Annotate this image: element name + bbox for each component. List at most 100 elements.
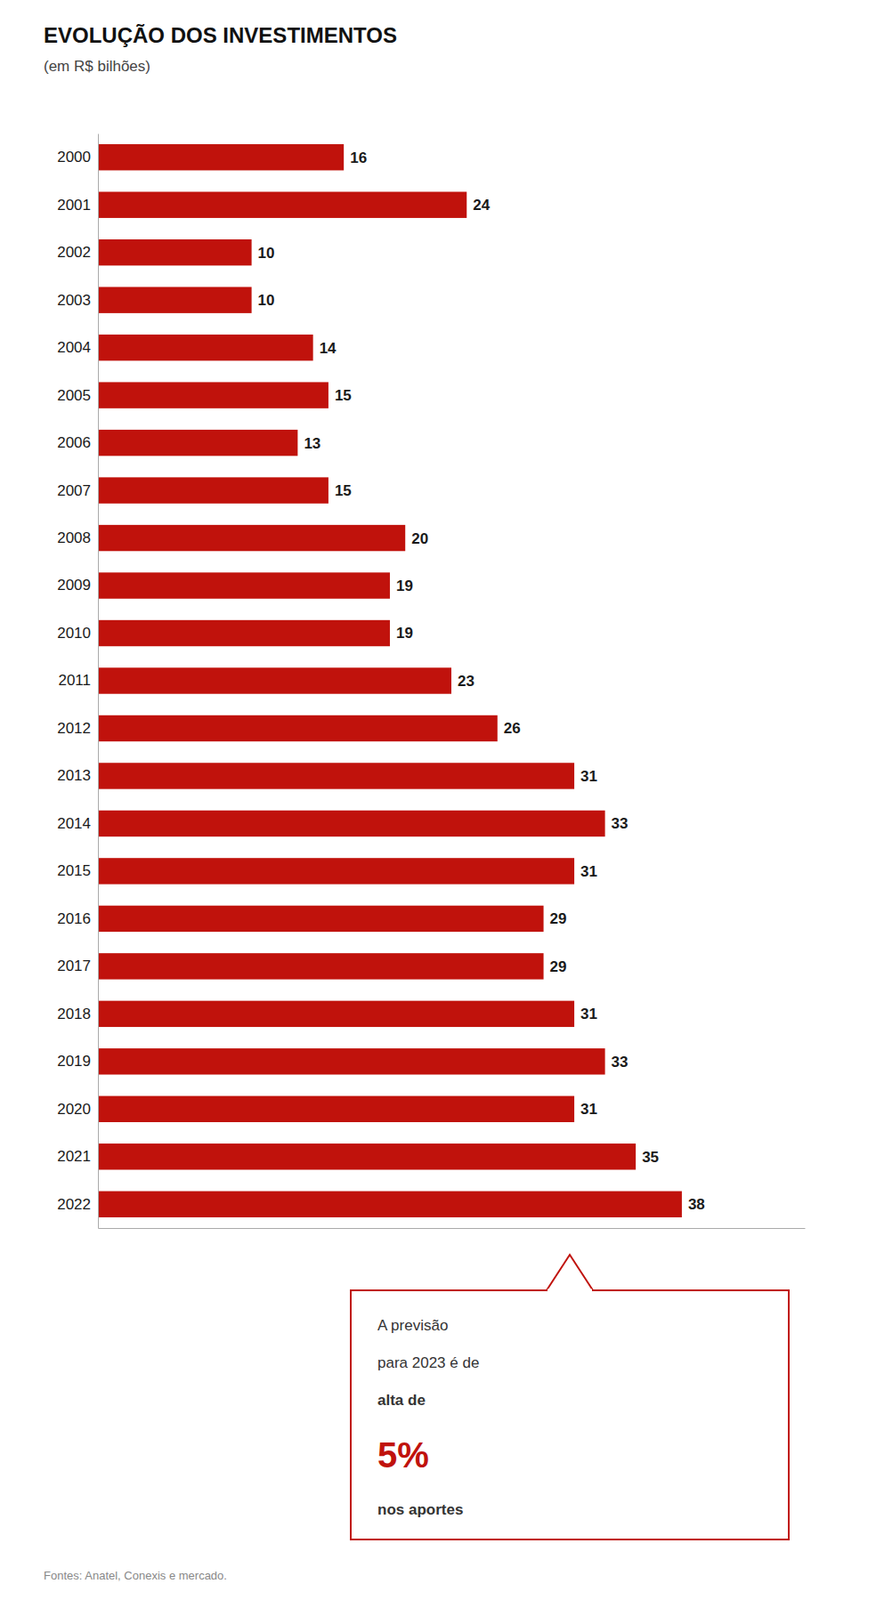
bar — [97, 667, 452, 694]
bar — [97, 811, 606, 837]
y-tick: 2003 — [56, 292, 98, 309]
y-tick-label: 2006 — [56, 434, 91, 452]
data-label: 33 — [611, 815, 629, 833]
data-label: 10 — [258, 292, 276, 309]
y-tick: 2021 — [56, 1148, 98, 1166]
y-tick: 2019 — [56, 1053, 98, 1071]
y-tick: 2022 — [56, 1196, 98, 1214]
y-tick-label: 2009 — [56, 576, 91, 594]
bar — [97, 477, 329, 503]
y-tick: 2015 — [56, 862, 98, 880]
y-tick-label: 2007 — [56, 482, 91, 500]
data-label: 31 — [580, 1101, 598, 1119]
y-tick-label: 2019 — [56, 1053, 91, 1071]
y-tick: 2000 — [56, 148, 98, 166]
y-tick: 2006 — [56, 434, 98, 452]
data-label: 29 — [550, 958, 568, 976]
data-label: 31 — [580, 1005, 598, 1023]
y-tick-label: 2012 — [56, 720, 91, 738]
data-labels: 16 24 10 10 14 15 13 15 20 19 19 23 26 31 33 31 29 29 31 33… — [258, 149, 706, 1215]
bar — [97, 572, 390, 599]
y-tick-label: 2003 — [56, 292, 91, 309]
bar — [97, 906, 544, 933]
y-tick-label: 2002 — [56, 243, 91, 261]
bar — [97, 1192, 682, 1218]
bar — [97, 858, 575, 885]
data-label: 15 — [334, 482, 352, 500]
bar — [97, 1048, 606, 1075]
y-tick-label: 2016 — [56, 910, 91, 928]
y-tick: 2020 — [56, 1101, 98, 1119]
y-tick: 2016 — [56, 910, 98, 928]
bar — [97, 239, 252, 266]
plot: 1624101014151315201919232631333129293133… — [56, 134, 805, 1230]
bar — [97, 286, 252, 313]
subtitle: (em R$ bilhões) — [43, 57, 151, 75]
callout-box — [350, 1290, 789, 1541]
bar — [97, 334, 314, 361]
data-label: 29 — [550, 910, 568, 928]
data-label: 15 — [334, 387, 352, 405]
annotation: para 2023 é de — [377, 1354, 479, 1372]
x-axis-line — [98, 1228, 806, 1230]
data-label: 24 — [472, 196, 490, 214]
y-tick: 2007 — [56, 482, 98, 500]
data-label: 31 — [580, 768, 598, 786]
data-label: 38 — [688, 1196, 706, 1214]
callout-pointer-base — [547, 1289, 593, 1293]
y-tick: 2012 — [56, 720, 98, 738]
chart: EVOLUÇÃO DOS INVESTIMENTOS(em R$ bilhões… — [0, 0, 876, 1600]
y-tick-label: 2015 — [56, 862, 91, 880]
y-tick: 2009 — [56, 576, 98, 594]
bar — [97, 144, 344, 171]
callout: A previsão para 2023 é de alta de 5% nos apo… — [350, 1255, 789, 1541]
x-axis — [98, 1228, 806, 1230]
y-tick-label: 2011 — [57, 672, 91, 690]
data-label: 31 — [580, 863, 598, 881]
data-label: 33 — [611, 1054, 629, 1071]
data-label: 23 — [457, 673, 475, 690]
y-tick: 2008 — [56, 529, 98, 547]
data-label: 19 — [396, 624, 414, 642]
y-tick-label: 2000 — [56, 148, 91, 166]
data-label: 35 — [641, 1149, 659, 1167]
y-tick-label: 2017 — [56, 957, 91, 975]
data-label: 10 — [258, 244, 276, 262]
y-tick: 2017 — [56, 957, 98, 975]
y-tick-label: 2021 — [56, 1148, 91, 1166]
bar — [97, 1143, 636, 1170]
bar — [97, 953, 544, 980]
data-label: 26 — [503, 720, 521, 738]
annotation: 5% — [377, 1435, 430, 1476]
y-tick: 2010 — [56, 624, 98, 642]
y-tick: 2018 — [56, 1005, 98, 1023]
bar — [97, 525, 406, 552]
y-tick-label: 2014 — [56, 815, 91, 833]
y-axis-line — [97, 134, 99, 1230]
data-label: 20 — [411, 530, 429, 548]
y-tick-label: 2010 — [56, 624, 91, 642]
bar — [97, 762, 575, 789]
data-label: 13 — [303, 435, 321, 453]
source: Fontes: Anatel, Conexis e mercado. — [43, 1569, 228, 1583]
y-tick: 2013 — [56, 767, 98, 785]
annotation: alta de — [377, 1392, 426, 1410]
y-tick: 2002 — [56, 243, 98, 261]
data-label: 19 — [396, 577, 414, 595]
annotation: A previsão — [377, 1317, 448, 1335]
y-tick-label: 2018 — [56, 1005, 91, 1023]
data-label: 16 — [349, 149, 367, 167]
y-tick-label: 2022 — [56, 1196, 91, 1214]
y-tick-label: 2001 — [56, 196, 91, 214]
y-tick-label: 2020 — [56, 1101, 91, 1119]
bars — [97, 144, 682, 1218]
bar — [97, 1096, 575, 1123]
bar — [97, 381, 329, 408]
bar — [97, 1001, 575, 1028]
bar — [97, 429, 298, 456]
y-tick: 2014 — [56, 815, 98, 833]
data-label: 14 — [319, 340, 337, 357]
y-tick-label: 2013 — [56, 767, 91, 785]
annotation: nos aportes — [377, 1501, 463, 1519]
y-tick: 2001 — [56, 196, 98, 214]
